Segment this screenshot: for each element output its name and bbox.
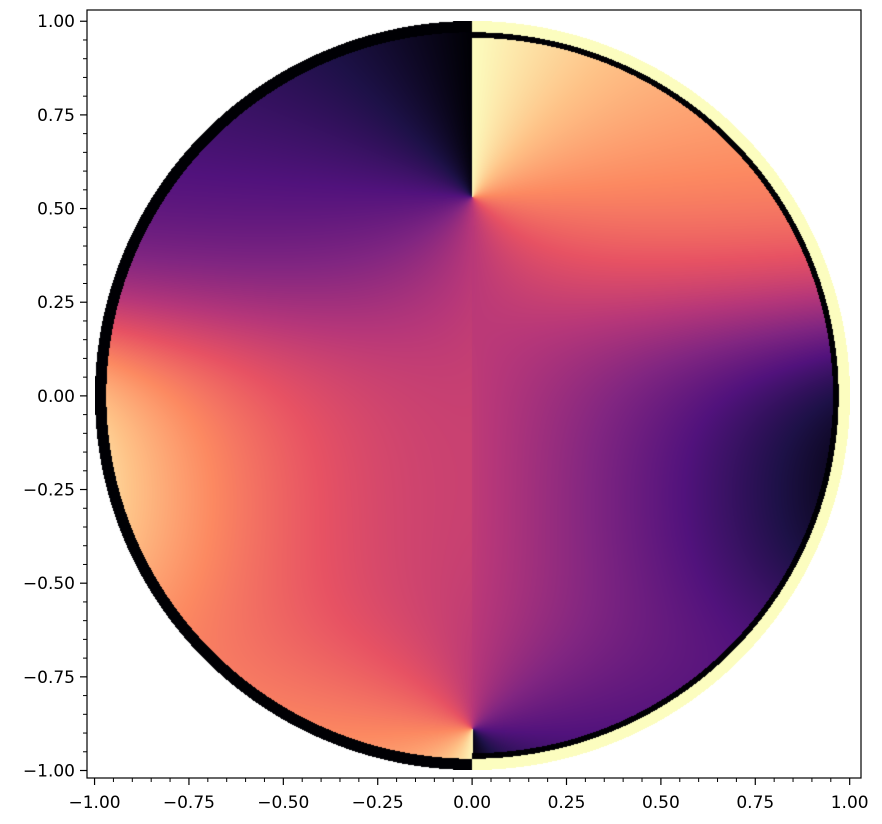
x-tick-label: 0.50: [642, 793, 680, 813]
y-tick-label: −1.00: [23, 762, 75, 782]
heatmap-field: [95, 21, 850, 770]
x-tick-label: −0.75: [163, 793, 215, 813]
x-axis: −1.00 −0.75 −0.50 −0.25 0.00 0.25 0.50 0.75 1.00: [68, 778, 869, 813]
x-tick-label: 0.75: [736, 793, 774, 813]
y-tick-label: 0.50: [37, 200, 75, 220]
y-axis: 1.00 0.75 0.50 0.25 0.00 −0.25 −0.50 −0.75 −1.00: [23, 12, 87, 782]
y-tick-label: −0.75: [23, 668, 75, 688]
y-tick-label: 0.00: [37, 387, 75, 407]
x-tick-label: −0.50: [257, 793, 309, 813]
x-tick-label: 0.00: [453, 793, 491, 813]
x-tick-label: −0.25: [352, 793, 404, 813]
x-tick-label: 0.25: [548, 793, 586, 813]
y-tick-label: −0.50: [23, 574, 75, 594]
x-tick-label: 1.00: [831, 793, 869, 813]
field-image: [95, 21, 850, 770]
y-tick-label: 0.25: [37, 293, 75, 313]
x-tick-label: −1.00: [68, 793, 120, 813]
plot-frame: [86, 9, 862, 779]
y-tick-label: 1.00: [37, 12, 75, 32]
y-tick-label: 0.75: [37, 106, 75, 126]
y-tick-label: −0.25: [23, 481, 75, 501]
